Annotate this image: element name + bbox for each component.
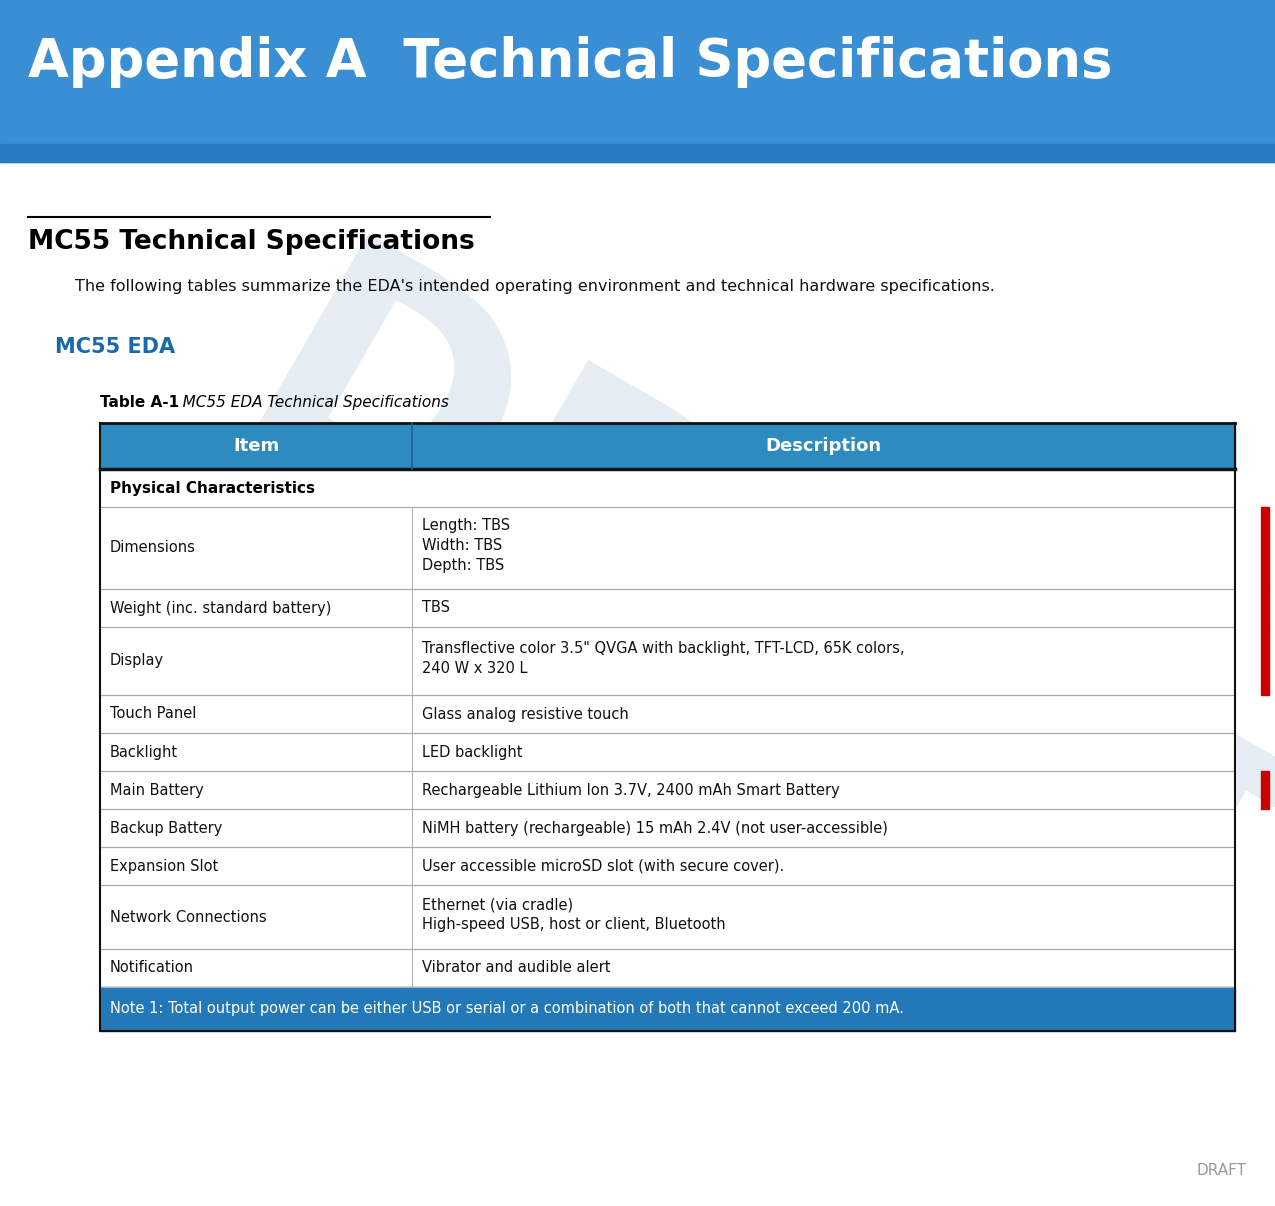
Bar	[99, 733, 1235, 771]
Text: Weight (inc. standard battery): Weight (inc. standard battery)	[110, 601, 332, 615]
Bar	[1261, 771, 1269, 809]
Bar	[1261, 627, 1269, 695]
Text: Dimensions: Dimensions	[110, 540, 196, 556]
Text: Expansion Slot: Expansion Slot	[110, 859, 218, 873]
Text: High-speed USB, host or client, Bluetooth: High-speed USB, host or client, Bluetoot…	[422, 917, 725, 932]
Bar	[99, 987, 1235, 1031]
Text: Network Connections: Network Connections	[110, 909, 266, 925]
Bar	[99, 469, 1235, 507]
Text: MC55 EDA: MC55 EDA	[55, 336, 175, 357]
Text: Transflective color 3.5" QVGA with backlight, TFT-LCD, 65K colors,: Transflective color 3.5" QVGA with backl…	[422, 642, 905, 656]
Text: MC55 Technical Specifications: MC55 Technical Specifications	[28, 229, 474, 254]
Text: The following tables summarize the EDA's intended operating environment and tech: The following tables summarize the EDA's…	[75, 279, 995, 294]
Text: Glass analog resistive touch: Glass analog resistive touch	[422, 707, 629, 721]
Text: Vibrator and audible alert: Vibrator and audible alert	[422, 960, 611, 976]
Text: Note 1: Total output power can be either USB or serial or a combination of both : Note 1: Total output power can be either…	[110, 1001, 904, 1017]
Text: Touch Panel: Touch Panel	[110, 707, 196, 721]
Text: Length: TBS: Length: TBS	[422, 519, 510, 533]
Bar	[99, 589, 1235, 627]
Text: Width: TBS: Width: TBS	[422, 538, 502, 554]
Text: LED backlight: LED backlight	[422, 744, 523, 760]
Text: Physical Characteristics: Physical Characteristics	[110, 480, 315, 496]
Bar	[99, 847, 1235, 885]
Text: Description: Description	[765, 437, 881, 455]
Text: DRAFT: DRAFT	[1197, 1163, 1247, 1178]
Bar	[0, 144, 1275, 162]
Bar	[99, 885, 1235, 949]
Text: Ethernet (via cradle): Ethernet (via cradle)	[422, 897, 574, 912]
Text: 240 W x 320 L: 240 W x 320 L	[422, 661, 528, 677]
Bar	[99, 809, 1235, 847]
Text: Display: Display	[110, 654, 164, 668]
Text: Depth: TBS: Depth: TBS	[422, 558, 505, 573]
Bar	[0, 0, 1275, 162]
Bar	[1261, 507, 1269, 589]
Text: Rechargeable Lithium Ion 3.7V, 2400 mAh Smart Battery: Rechargeable Lithium Ion 3.7V, 2400 mAh …	[422, 783, 840, 797]
Text: User accessible microSD slot (with secure cover).: User accessible microSD slot (with secur…	[422, 859, 784, 873]
Bar	[99, 695, 1235, 733]
Text: Item: Item	[233, 437, 279, 455]
Text: Table A-1: Table A-1	[99, 396, 178, 410]
Text: MC55 EDA Technical Specifications: MC55 EDA Technical Specifications	[168, 396, 449, 410]
Text: Backlight: Backlight	[110, 744, 178, 760]
Text: Appendix A  Technical Specifications: Appendix A Technical Specifications	[28, 35, 1112, 88]
Text: DRAFT: DRAFT	[196, 226, 1275, 1053]
Bar	[99, 627, 1235, 695]
Bar	[99, 507, 1235, 589]
Text: Notification: Notification	[110, 960, 194, 976]
Text: TBS: TBS	[422, 601, 450, 615]
Bar	[99, 771, 1235, 809]
Bar	[1261, 589, 1269, 627]
Text: Main Battery: Main Battery	[110, 783, 204, 797]
Text: NiMH battery (rechargeable) 15 mAh 2.4V (not user-accessible): NiMH battery (rechargeable) 15 mAh 2.4V …	[422, 820, 887, 836]
Bar	[99, 949, 1235, 987]
Bar	[99, 423, 1235, 469]
Text: Backup Battery: Backup Battery	[110, 820, 222, 836]
